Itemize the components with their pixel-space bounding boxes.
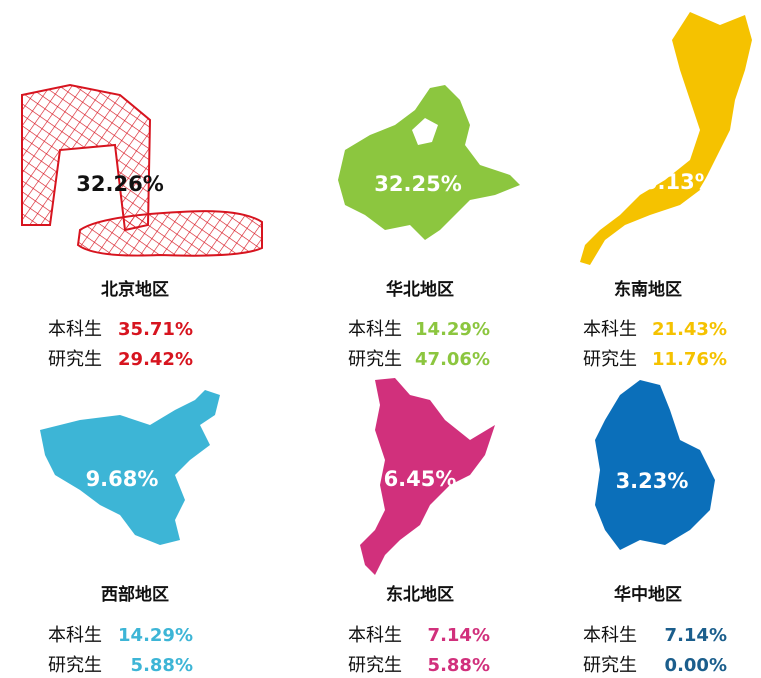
- region-name: 华中地区: [614, 584, 682, 605]
- region-share: 3.23%: [616, 469, 689, 493]
- undergrad-label: 本科生: [348, 625, 402, 646]
- undergrad-value: 14.29%: [118, 625, 193, 646]
- grad-value: 5.88%: [131, 655, 193, 676]
- grad-label: 研究生: [48, 655, 102, 676]
- north-hole: [412, 118, 438, 145]
- undergrad-label: 本科生: [48, 625, 102, 646]
- grad-label: 研究生: [583, 655, 637, 676]
- grad-value: 47.06%: [415, 349, 490, 370]
- region-share: 32.25%: [374, 172, 461, 196]
- grad-label: 研究生: [583, 349, 637, 370]
- region-share: 9.68%: [86, 467, 159, 491]
- undergrad-label: 本科生: [583, 625, 637, 646]
- southeast-shape: [580, 12, 752, 265]
- region-name: 东南地区: [614, 279, 682, 300]
- region-name: 西部地区: [101, 584, 169, 605]
- grad-value: 29.42%: [118, 349, 193, 370]
- grad-label: 研究生: [48, 349, 102, 370]
- undergrad-label: 本科生: [348, 319, 402, 340]
- region-share: 6.45%: [384, 467, 457, 491]
- beijing-shape: [21, 83, 263, 257]
- west-shape: [40, 390, 220, 545]
- grad-value: 5.88%: [428, 655, 490, 676]
- undergrad-label: 本科生: [583, 319, 637, 340]
- undergrad-value: 21.43%: [652, 319, 727, 340]
- grad-value: 0.00%: [665, 655, 727, 676]
- undergrad-value: 7.14%: [428, 625, 490, 646]
- undergrad-value: 14.29%: [415, 319, 490, 340]
- northeast-shape: [360, 378, 495, 575]
- central-shape: [595, 380, 715, 550]
- region-name: 北京地区: [101, 279, 169, 300]
- region-name: 华北地区: [386, 279, 454, 300]
- region-share: 16.13%: [628, 170, 715, 194]
- north-shape: [338, 85, 520, 240]
- grad-label: 研究生: [348, 655, 402, 676]
- grad-label: 研究生: [348, 349, 402, 370]
- region-name: 东北地区: [386, 584, 454, 605]
- region-share: 32.26%: [76, 172, 163, 196]
- undergrad-value: 7.14%: [665, 625, 727, 646]
- undergrad-label: 本科生: [48, 319, 102, 340]
- undergrad-value: 35.71%: [118, 319, 193, 340]
- grad-value: 11.76%: [652, 349, 727, 370]
